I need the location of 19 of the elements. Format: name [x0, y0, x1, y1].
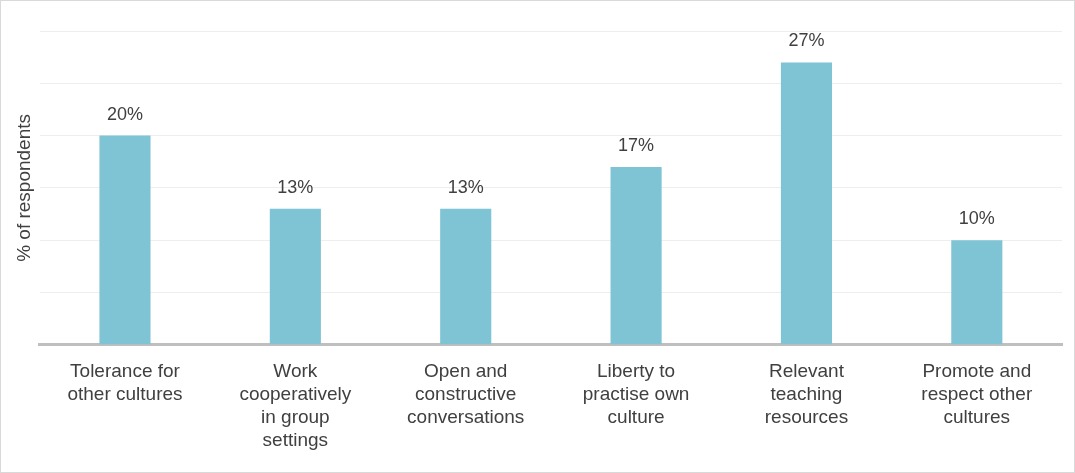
- x-tick-label: Liberty to practise own culture: [582, 360, 690, 428]
- x-tick-label: Tolerance for other cultures: [67, 360, 183, 405]
- data-label: 13%: [277, 176, 314, 197]
- bar: [440, 208, 492, 345]
- bar: [269, 208, 321, 345]
- data-label: 13%: [447, 176, 484, 197]
- y-axis-title: % of respondents: [12, 113, 34, 262]
- data-label: 17%: [618, 134, 655, 155]
- bar: [610, 166, 662, 345]
- x-tick-label: Promote and respect other cultures: [921, 360, 1033, 428]
- data-label: 10%: [958, 208, 995, 229]
- data-label: 27%: [788, 30, 825, 51]
- bar: [99, 135, 151, 345]
- bar: [951, 240, 1003, 345]
- x-tick-label: Open and constructive conversations: [407, 360, 525, 428]
- x-tick-label: Work cooperatively in group settings: [239, 360, 352, 450]
- x-tick-label: Relevant teaching resources: [764, 360, 849, 428]
- bar: [780, 62, 833, 345]
- data-label: 20%: [106, 103, 143, 124]
